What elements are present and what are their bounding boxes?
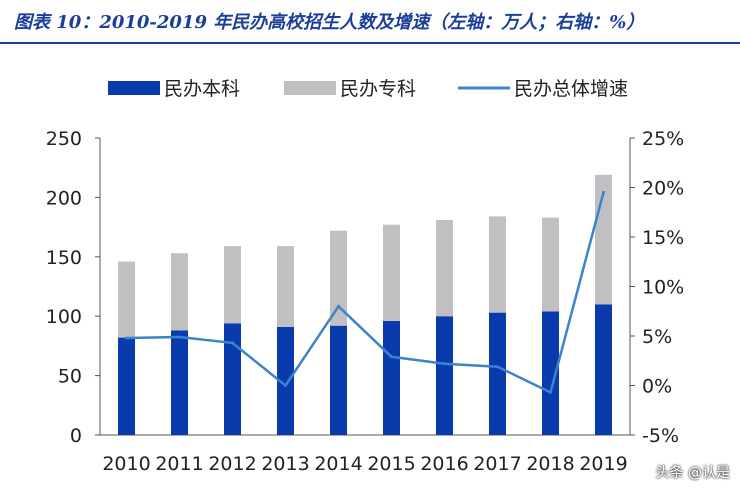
x-tick-label-2016: 2016 (420, 453, 468, 475)
bar-benke-2011 (171, 330, 188, 435)
bar-benke-2016 (436, 316, 453, 435)
right-tick-label-1: 0% (642, 376, 672, 398)
bar-benke-2015 (383, 320, 400, 435)
chart-title: 图表 10：2010-2019 年民办高校招生人数及增速（左轴：万人；右轴：%） (14, 12, 645, 33)
legend-swatch-1 (108, 81, 160, 95)
bar-zhuanke-2017 (489, 216, 506, 313)
growth-point-2017 (496, 365, 499, 369)
bar-zhuanke-2013 (277, 246, 294, 327)
bar-zhuanke-2012 (224, 246, 241, 324)
legend-label-2: 民办专科 (340, 78, 416, 100)
bar-benke-2012 (224, 323, 241, 435)
bar-zhuanke-2018 (542, 217, 559, 312)
legend-label-1: 民办本科 (164, 78, 240, 100)
growth-point-2011 (178, 335, 181, 339)
growth-point-2015 (390, 355, 393, 359)
left-tick-label-2: 100 (46, 306, 82, 328)
growth-line (126, 192, 605, 394)
right-tick-label-0: -5% (642, 425, 679, 447)
x-tick-label-2017: 2017 (473, 453, 521, 475)
x-tick-label-2011: 2011 (155, 453, 203, 475)
title-divider (0, 42, 740, 44)
right-tick-label-3: 10% (642, 277, 684, 299)
x-tick-label-2014: 2014 (314, 453, 362, 475)
left-tick-label-3: 150 (46, 247, 82, 269)
left-tick-label-4: 200 (46, 187, 82, 209)
right-tick-label-4: 15% (642, 227, 684, 249)
bar-zhuanke-2010 (118, 261, 135, 338)
growth-point-2013 (284, 384, 287, 387)
bar-zhuanke-2011 (171, 253, 188, 331)
growth-point-2010 (125, 336, 128, 340)
growth-point-2016 (443, 362, 446, 366)
left-tick-label-0: 0 (70, 425, 82, 447)
left-tick-label-1: 50 (58, 366, 82, 388)
x-tick-label-2012: 2012 (208, 453, 256, 475)
bar-zhuanke-2014 (330, 230, 347, 326)
x-tick-label-2015: 2015 (367, 453, 415, 475)
x-tick-label-2013: 2013 (261, 453, 309, 475)
right-tick-label-5: 20% (642, 178, 684, 200)
bar-benke-2017 (489, 312, 506, 435)
right-tick-label-2: 5% (642, 326, 672, 348)
x-tick-label-2010: 2010 (102, 453, 150, 475)
watermark: 头条 @认是 (655, 465, 730, 481)
legend-label-3: 民办总体增速 (514, 78, 628, 100)
bar-benke-2014 (330, 325, 347, 435)
bar-benke-2013 (277, 326, 294, 435)
bar-benke-2010 (118, 337, 135, 435)
right-tick-label-6: 25% (642, 128, 684, 150)
bar-benke-2018 (542, 311, 559, 435)
left-tick-label-5: 250 (46, 128, 82, 150)
legend-swatch-2 (284, 81, 336, 95)
x-tick-label-2019: 2019 (579, 453, 627, 475)
growth-point-2018 (549, 390, 552, 394)
growth-point-2014 (337, 304, 340, 308)
bar-zhuanke-2015 (383, 224, 400, 321)
growth-point-2012 (231, 341, 234, 345)
bar-zhuanke-2016 (436, 219, 453, 317)
bar-benke-2019 (595, 304, 612, 435)
growth-point-2019 (602, 190, 605, 194)
x-tick-label-2018: 2018 (526, 453, 574, 475)
